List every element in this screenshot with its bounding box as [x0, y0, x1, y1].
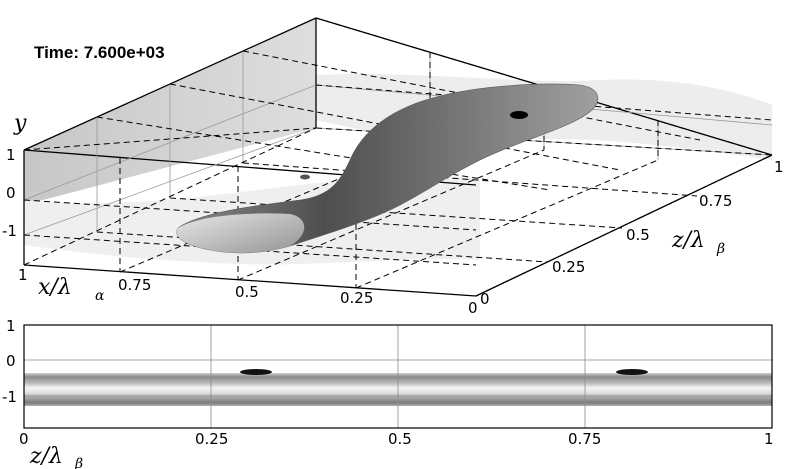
- x-tick: 0.5: [235, 283, 259, 301]
- y-tick: -1: [2, 222, 17, 240]
- z-tick: 0: [480, 290, 490, 308]
- z-tick: 0.5: [626, 226, 650, 244]
- side-view-frame: [23, 324, 773, 429]
- z-axis-subscript: β: [716, 241, 725, 257]
- z-tick: 0.75: [699, 192, 732, 210]
- x-tick: 0: [468, 299, 478, 317]
- side-blob: [616, 369, 648, 375]
- y-tick: 0: [6, 184, 16, 202]
- x-tick: 0.75: [118, 276, 151, 294]
- x-axis-subscript: α: [95, 288, 105, 304]
- y-axis-symbol: y: [13, 111, 27, 136]
- side-z-tick: 0.5: [388, 430, 412, 448]
- z-tick: 0.25: [552, 258, 585, 276]
- side-z-tick: 0: [19, 430, 29, 448]
- side-z-tick: 0.25: [195, 430, 228, 448]
- side-z-tick: 0.75: [568, 430, 601, 448]
- small-blob: [300, 174, 310, 180]
- hole-marker: [510, 111, 528, 119]
- z-axis-symbol: z/λ: [671, 228, 705, 253]
- z-axis-title: z/λ β: [671, 228, 725, 257]
- x-axis-symbol: x/λ: [38, 275, 72, 300]
- side-z-tick: 1: [764, 430, 774, 448]
- isosurface-head-highlight: [176, 213, 305, 253]
- side-z-axis-subscript: β: [74, 456, 83, 469]
- side-view-grid: [24, 325, 772, 428]
- side-y-tick: -1: [2, 388, 17, 406]
- side-z-axis-title: z/λ β: [29, 444, 83, 469]
- side-z-axis-symbol: z/λ: [29, 444, 63, 469]
- side-view: 1 0 -1 0 0.25 0.5 0.75 1 z/λ β: [2, 317, 774, 469]
- perspective-view: Time: 7.600e+03 y 1 0 -1 x/λ α 1 0.75 0.…: [2, 17, 784, 317]
- side-y-tick: 1: [6, 317, 16, 335]
- x-axis-title: x/λ α: [38, 275, 105, 304]
- side-blob: [240, 369, 272, 375]
- side-y-tick: 0: [6, 352, 16, 370]
- x-tick: 0.25: [340, 289, 373, 307]
- z-tick: 1: [774, 158, 784, 176]
- time-label: Time: 7.600e+03: [34, 43, 165, 62]
- y-tick: 1: [6, 146, 16, 164]
- x-tick: 1: [18, 266, 28, 284]
